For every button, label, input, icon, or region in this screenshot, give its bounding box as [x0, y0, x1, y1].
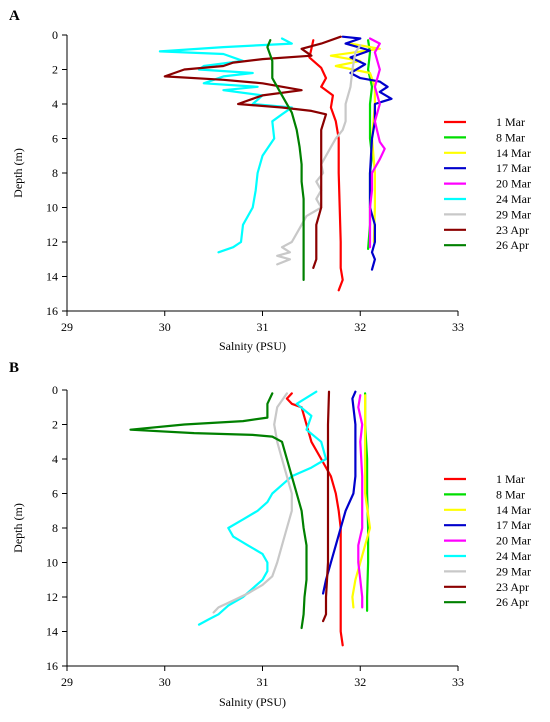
legend-label: 26 Apr	[496, 238, 529, 252]
series-line-23-apr	[163, 35, 342, 269]
y-tick-label: 4	[52, 97, 58, 111]
legend-label: 26 Apr	[496, 595, 529, 609]
x-tick-label: 33	[452, 675, 464, 689]
series-line-17-mar	[341, 35, 393, 271]
legend-label: 24 Mar	[496, 192, 531, 206]
x-tick-label: 30	[159, 320, 171, 334]
legend-label: 17 Mar	[496, 161, 531, 175]
legend-label: 20 Mar	[496, 177, 531, 191]
y-tick-label: 0	[52, 28, 58, 42]
y-tick-label: 6	[52, 487, 58, 501]
x-tick-label: 29	[61, 675, 73, 689]
y-tick-label: 8	[52, 166, 58, 180]
x-axis-title: Salnity (PSU)	[219, 695, 286, 709]
panel-letter: A	[9, 8, 20, 24]
series-line-24-mar	[197, 390, 328, 626]
y-tick-label: 16	[46, 304, 58, 318]
series-line-1-mar	[285, 392, 344, 647]
y-axis-title: Depth (m)	[11, 148, 25, 198]
panel-a: A 29 30 31 32 33 0 2 4 6 8 10 12 14 16 Salnity (PSU) Dep…	[9, 8, 531, 353]
y-tick-label: 2	[52, 418, 58, 432]
y-axis-title: Depth (m)	[11, 503, 25, 553]
x-tick-label: 33	[452, 320, 464, 334]
y-tick-label: 14	[46, 270, 58, 284]
series-line-14-mar	[351, 394, 372, 609]
legend-label: 23 Apr	[496, 223, 529, 237]
legend-label: 23 Apr	[496, 580, 529, 594]
legend-label: 14 Mar	[496, 503, 531, 517]
y-tick-label: 12	[46, 590, 58, 604]
x-tick-label: 31	[257, 320, 269, 334]
legend-label: 24 Mar	[496, 549, 531, 563]
x-tick-label: 31	[257, 675, 269, 689]
y-tick-label: 14	[46, 625, 58, 639]
legend-label: 29 Mar	[496, 564, 531, 578]
x-tick-label: 29	[61, 320, 73, 334]
legend-label: 8 Mar	[496, 487, 525, 501]
x-tick-label: 30	[159, 675, 171, 689]
y-tick-label: 16	[46, 659, 58, 673]
series-line-17-mar	[322, 390, 357, 595]
legend-label: 29 Mar	[496, 207, 531, 221]
x-tick-label: 32	[354, 320, 366, 334]
series-line-20-mar	[368, 37, 386, 249]
series-line-26-apr	[129, 392, 308, 630]
legend-label: 8 Mar	[496, 130, 525, 144]
y-tick-label: 6	[52, 132, 58, 146]
panel-letter: B	[9, 360, 19, 376]
legend-label: 1 Mar	[496, 115, 525, 129]
y-tick-label: 4	[52, 452, 58, 466]
legend-label: 14 Mar	[496, 146, 531, 160]
y-tick-label: 10	[46, 556, 58, 570]
y-tick-label: 10	[46, 201, 58, 215]
legend-label: 20 Mar	[496, 534, 531, 548]
series-line-1-mar	[308, 39, 344, 292]
series-line-26-apr	[266, 39, 305, 281]
y-tick-label: 2	[52, 63, 58, 77]
y-tick-label: 0	[52, 383, 58, 397]
series-line-29-mar	[276, 44, 362, 266]
y-tick-label: 8	[52, 521, 58, 535]
x-tick-label: 32	[354, 675, 366, 689]
series-line-29-mar	[212, 392, 293, 614]
legend-label: 17 Mar	[496, 518, 531, 532]
x-axis-title: Salnity (PSU)	[219, 339, 286, 353]
series-line-23-apr	[322, 390, 331, 623]
y-tick-label: 12	[46, 235, 58, 249]
series-line-20-mar	[357, 394, 364, 609]
panel-b: B 29 30 31 32 33 0 2 4 6 8 10 12 14 16 Salnity (PSU) Dep…	[9, 360, 531, 709]
legend-label: 1 Mar	[496, 472, 525, 486]
